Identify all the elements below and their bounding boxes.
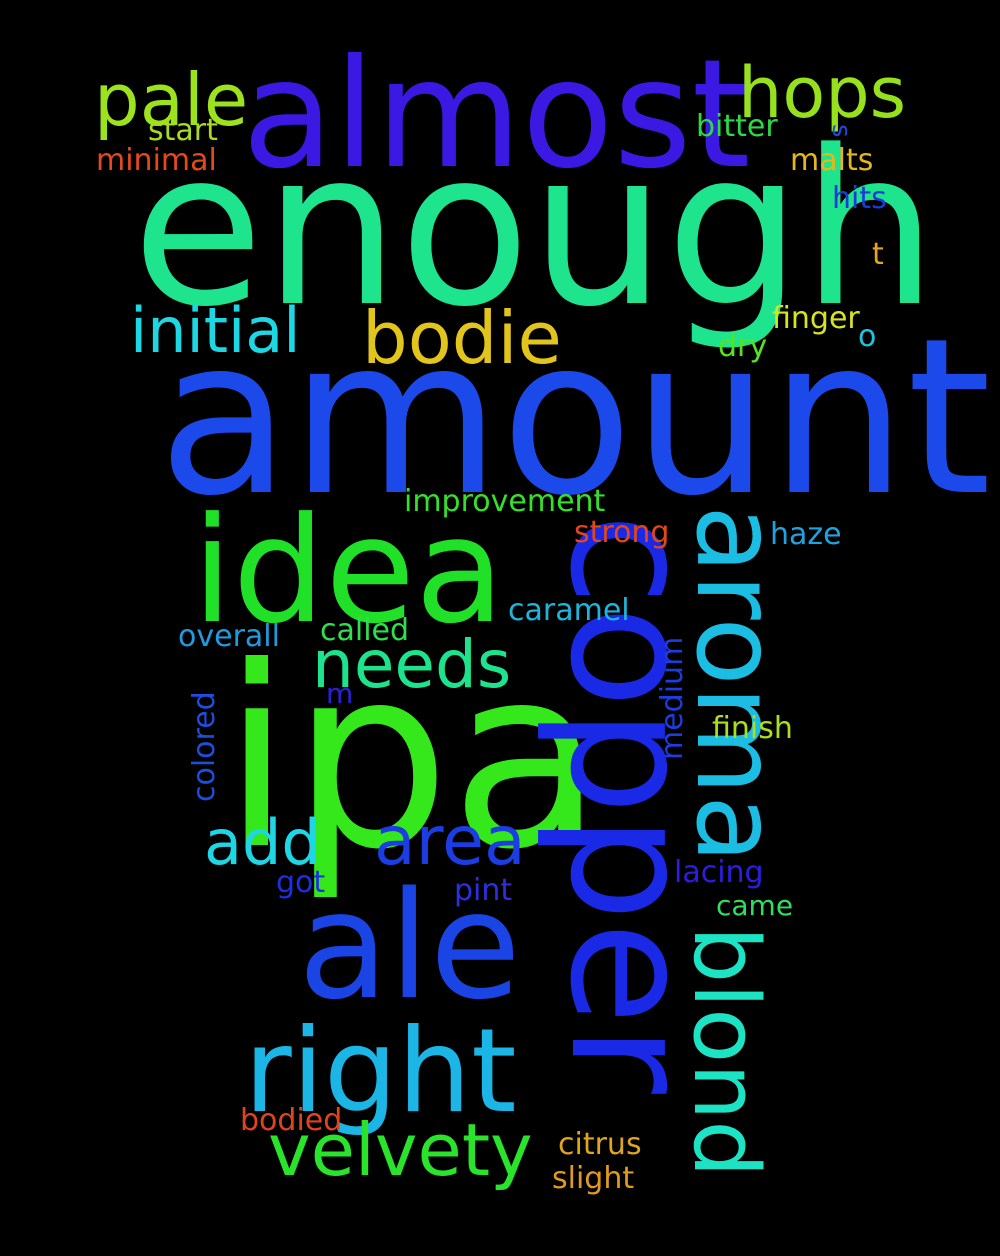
word-pint: pint	[454, 873, 513, 908]
word-add: add	[204, 806, 321, 879]
word-velvety: velvety	[268, 1108, 533, 1192]
word-came: came	[716, 889, 794, 922]
word-bodie: bodie	[362, 296, 562, 380]
word-haze: haze	[770, 517, 842, 552]
word-t: t	[872, 237, 884, 272]
word-slight: slight	[552, 1161, 635, 1196]
word-pale: pale	[94, 58, 249, 142]
word-colored: colored	[187, 691, 222, 802]
word-s: s	[826, 124, 856, 138]
word-almost: almost	[242, 28, 751, 202]
word-improvement: improvement	[404, 484, 606, 519]
word-overall: overall	[178, 619, 280, 654]
word-initial: initial	[130, 294, 301, 367]
word-citrus: citrus	[558, 1127, 642, 1162]
word-area: area	[374, 802, 526, 881]
word-ipa: ipa	[222, 613, 604, 904]
word-ale: ale	[298, 860, 521, 1032]
word-needs: needs	[312, 626, 512, 703]
word-start: start	[148, 113, 218, 148]
word-dry: dry	[718, 329, 768, 364]
word-called: called	[320, 613, 410, 648]
word-medium: medium	[655, 636, 690, 760]
word-finger: finger	[772, 301, 860, 336]
word-caramel: caramel	[508, 593, 630, 628]
word-minimal: minimal	[96, 143, 217, 178]
word-strong: strong	[574, 515, 670, 550]
word-got: got	[276, 865, 326, 900]
word-enough: enough	[132, 105, 938, 354]
word-o: o	[858, 319, 877, 354]
word-hits: hits	[832, 181, 887, 216]
word-finish: finish	[712, 711, 793, 746]
word-m: m	[326, 677, 354, 710]
word-idea: idea	[192, 486, 505, 656]
word-bodied: bodied	[240, 1103, 343, 1138]
word-right: right	[244, 1004, 517, 1139]
word-malts: malts	[790, 143, 874, 178]
word-bitter: bitter	[696, 109, 778, 144]
word-amount: amount	[158, 292, 992, 543]
word-hops: hops	[738, 52, 907, 134]
word-aroma: aroma	[671, 505, 801, 864]
word-lacing: lacing	[674, 855, 764, 890]
word-blond: blond	[673, 926, 778, 1178]
